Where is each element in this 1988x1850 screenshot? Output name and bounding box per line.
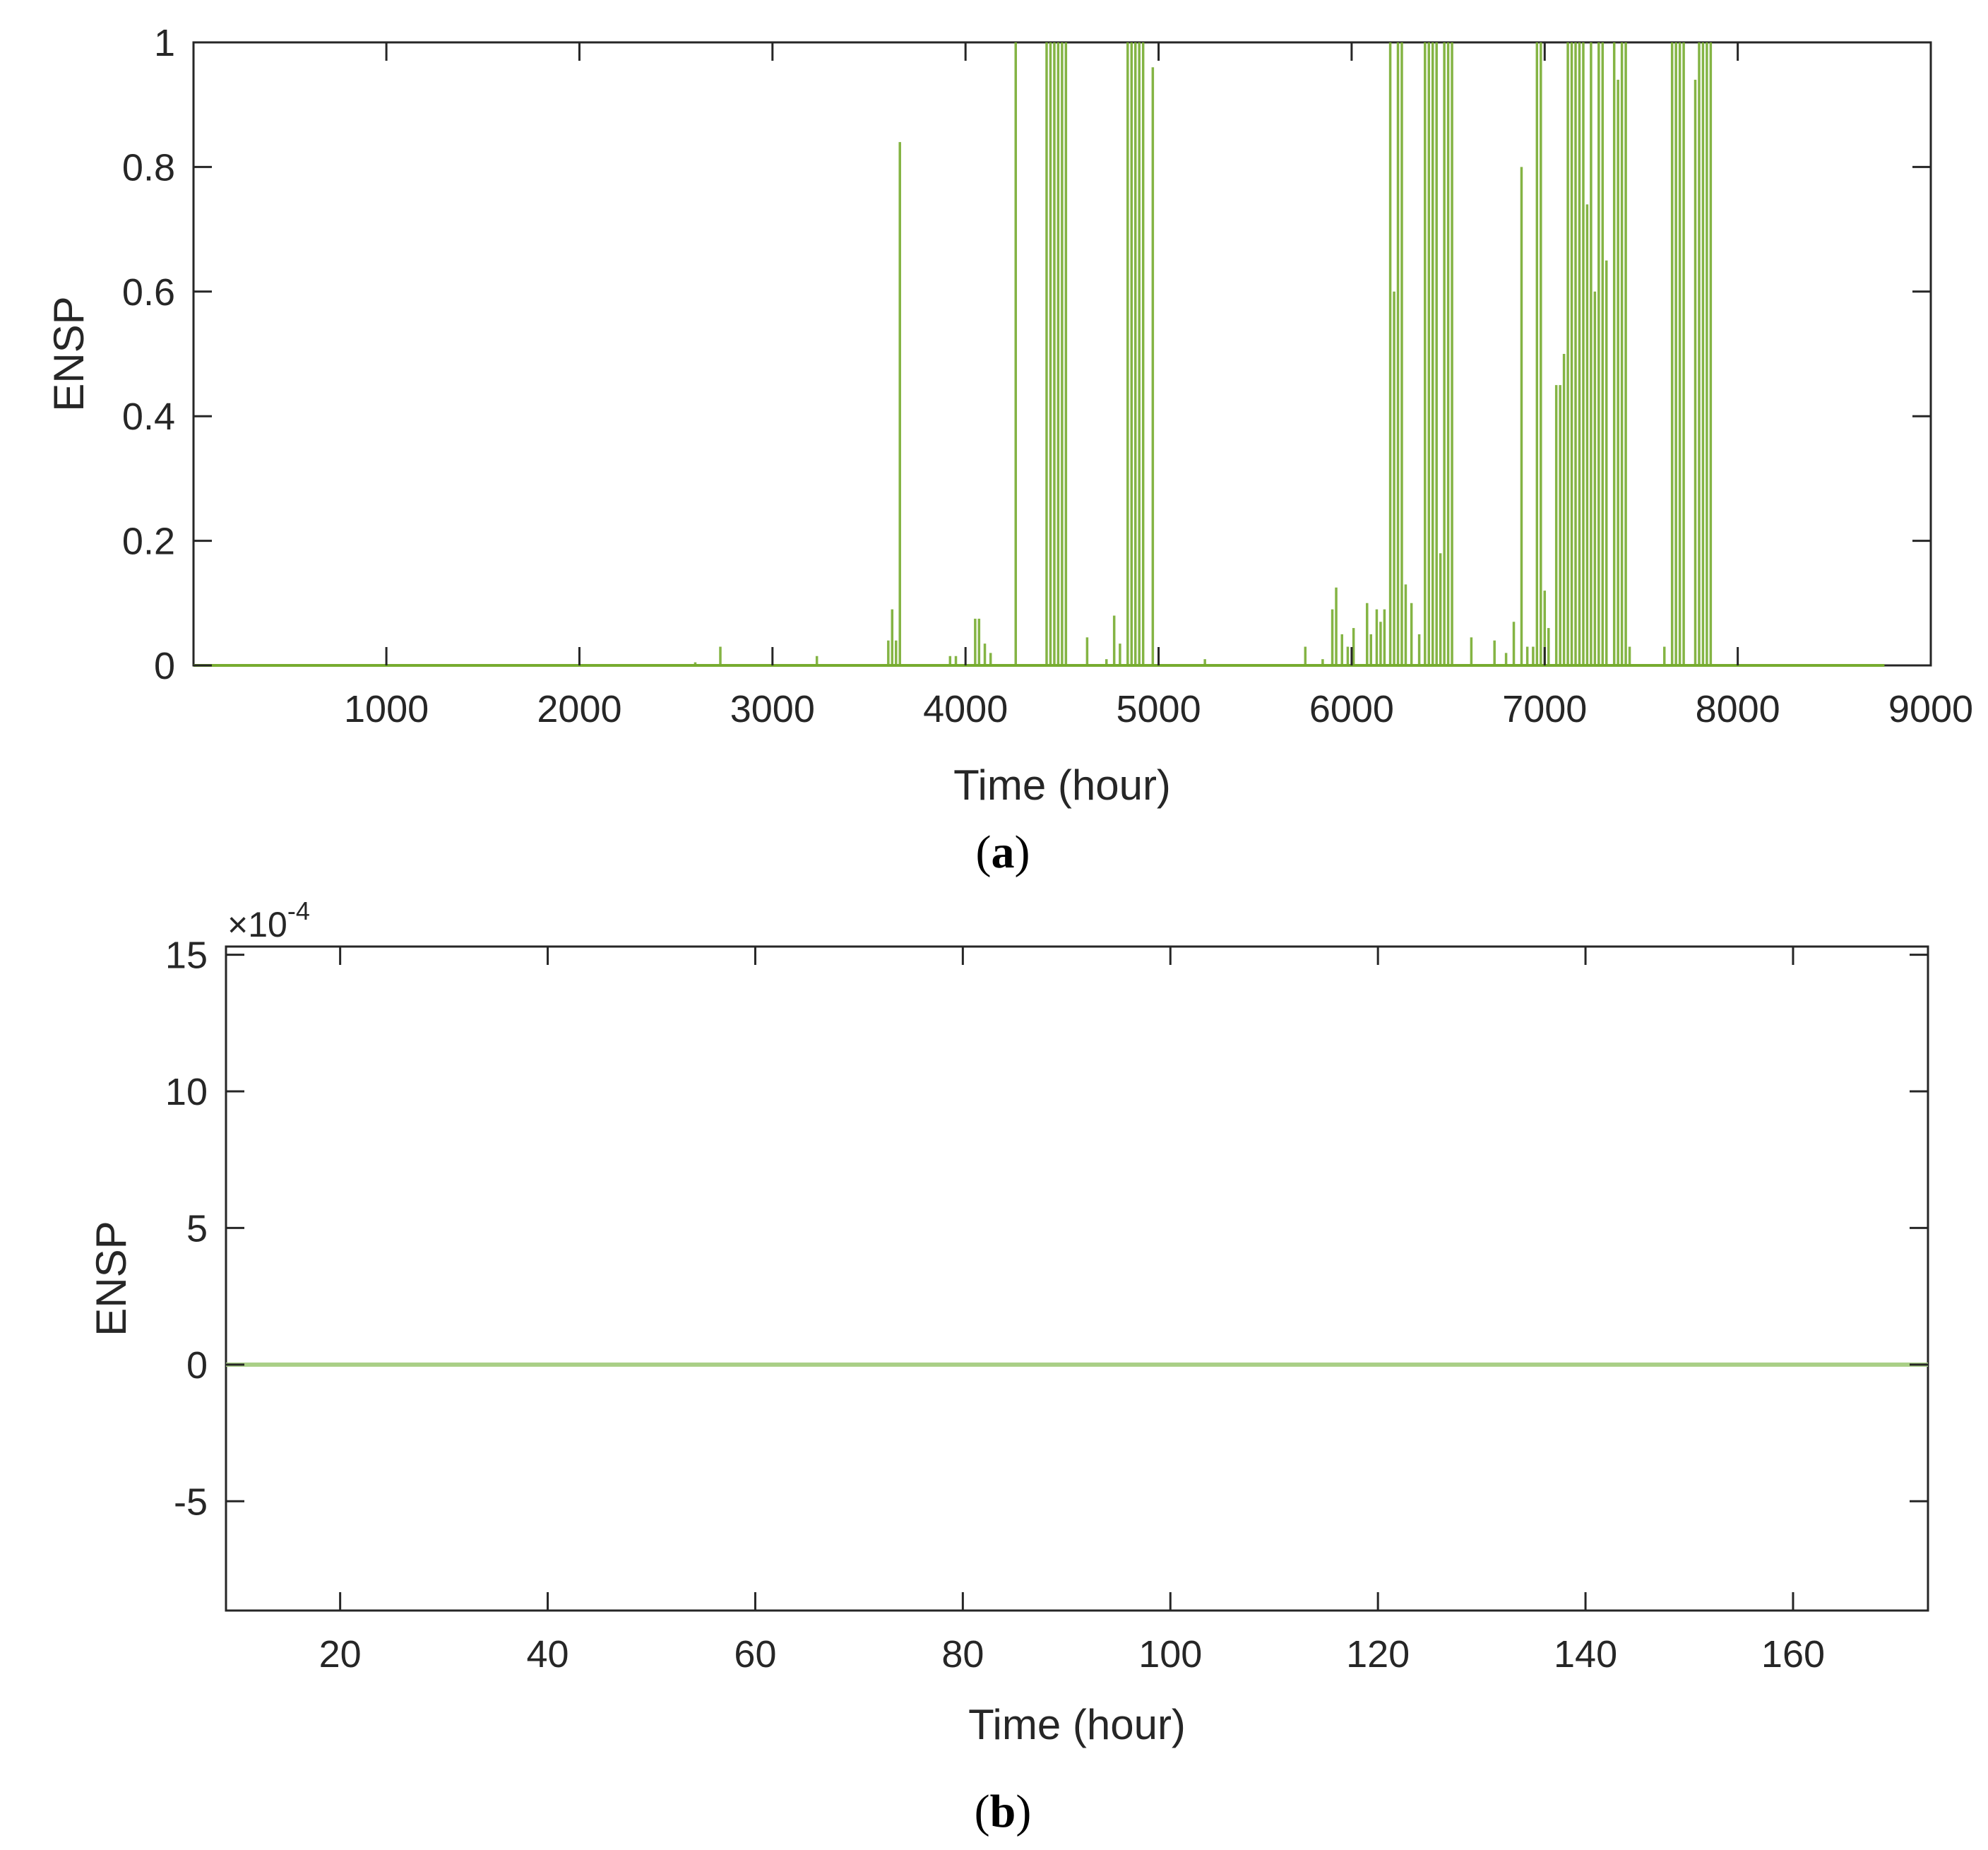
chart-b: 20 40 60 80 100 120 140 160 -5 0 5 10 15 ×10-4 Time… [88, 896, 1929, 1837]
chart-a-x-tick-label-6: 7000 [1502, 688, 1587, 730]
chart-b-x-tick-label-1: 40 [527, 1633, 569, 1676]
chart-a-y-tick-label-2: 0.4 [122, 396, 175, 438]
chart-b-x-tick-label-5: 120 [1346, 1633, 1410, 1676]
chart-a-x-tick-label-3: 4000 [923, 688, 1008, 730]
chart-a-x-tick-label-5: 6000 [1309, 688, 1394, 730]
chart-a-x-tick-label-0: 1000 [344, 688, 429, 730]
chart-b-y-tick-label-4: 15 [165, 935, 208, 977]
chart-a-y-tick-label-5: 1 [154, 22, 175, 64]
chart-b-y-axis-label: ENSP [88, 1221, 135, 1336]
chart-b-x-axis-label: Time (hour) [968, 1701, 1186, 1748]
chart-a-x-tick-label-2: 3000 [730, 688, 815, 730]
chart-b-x-ticks: 20 40 60 80 100 120 140 160 [319, 947, 1825, 1676]
chart-a-x-tick-label-1: 2000 [537, 688, 621, 730]
chart-a-y-axis-label: ENSP [45, 296, 93, 411]
chart-a-y-tick-label-0: 0 [154, 645, 175, 687]
chart-b-x-tick-label-7: 160 [1761, 1633, 1825, 1676]
chart-a-x-ticks: 1000 2000 3000 4000 5000 6000 7000 8000 9000 [344, 42, 1973, 730]
chart-b-exponent-label: ×10-4 [227, 896, 310, 944]
chart-b-panel-label: (b) [975, 1786, 1032, 1837]
chart-b-x-tick-label-2: 60 [734, 1633, 776, 1676]
chart-b-y-tick-label-3: 10 [165, 1071, 208, 1113]
chart-b-y-tick-label-0: -5 [174, 1481, 208, 1523]
chart-b-y-ticks: -5 0 5 10 15 [165, 935, 1928, 1523]
chart-b-x-tick-label-6: 140 [1554, 1633, 1617, 1676]
chart-a-y-tick-label-3: 0.6 [122, 271, 175, 314]
chart-a-y-tick-label-1: 0.2 [122, 521, 175, 563]
chart-b-axes-box [225, 945, 1929, 1612]
chart-b-x-tick-label-0: 20 [319, 1633, 362, 1676]
chart-a-panel-label: (a) [976, 826, 1030, 878]
chart-a-y-ticks: 0 0.2 0.4 0.6 0.8 1 [122, 22, 1931, 687]
chart-a-x-tick-label-4: 5000 [1116, 688, 1201, 730]
chart-a-x-axis-label: Time (hour) [953, 761, 1171, 809]
chart-a: 1000 2000 3000 4000 5000 6000 7000 8000 9000 0 0.… [45, 22, 1973, 878]
chart-b-y-tick-label-1: 0 [186, 1344, 208, 1387]
chart-a-series [194, 42, 1885, 667]
chart-b-x-tick-label-3: 80 [941, 1633, 984, 1676]
chart-b-x-tick-label-4: 100 [1138, 1633, 1202, 1676]
chart-b-y-tick-label-2: 5 [186, 1207, 208, 1250]
chart-a-x-tick-label-7: 8000 [1696, 688, 1780, 730]
chart-a-x-tick-label-8: 9000 [1888, 688, 1973, 730]
chart-a-y-tick-label-4: 0.8 [122, 146, 175, 189]
